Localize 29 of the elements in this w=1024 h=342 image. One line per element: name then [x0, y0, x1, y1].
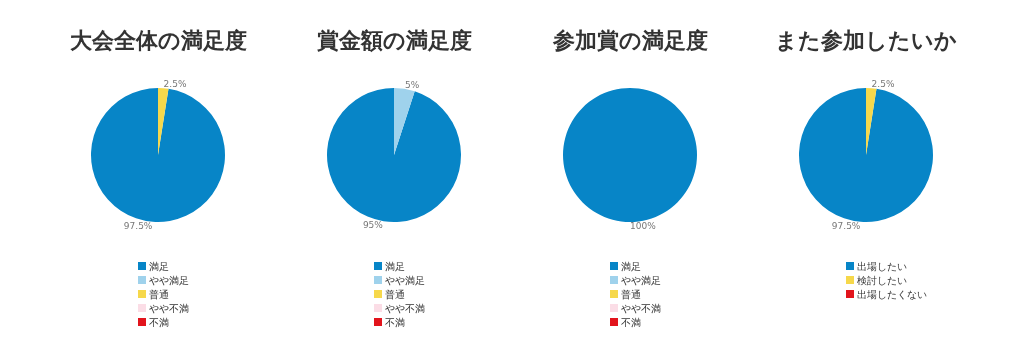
legend-label: やや満足 [621, 274, 661, 286]
data-label: 2.5% [163, 79, 187, 90]
legend-label: やや不満 [385, 302, 425, 314]
chart-title: また参加したいか [775, 27, 957, 53]
data-label: 97.5% [123, 220, 153, 231]
data-label: 97.5% [831, 220, 861, 231]
chart-title: 大会全体の満足度 [69, 27, 247, 53]
chart-title: 賞金額の満足度 [316, 27, 472, 53]
legend-label: 不満 [621, 316, 641, 328]
legend-label: 不満 [149, 316, 169, 328]
legend-label: 検討したい [857, 274, 907, 286]
data-label: 5% [405, 79, 420, 90]
legend-label: 満足 [385, 260, 405, 272]
data-label: 100% [630, 221, 657, 231]
legend-label: 普通 [621, 288, 641, 300]
data-label: 2.5% [871, 79, 895, 90]
legend-label: やや不満 [149, 302, 189, 314]
legend-label: 不満 [385, 316, 405, 328]
legend-label: 普通 [149, 288, 169, 300]
legend-label: 出場したい [857, 260, 907, 272]
legend-label: 普通 [385, 288, 405, 300]
legend-label: やや満足 [385, 274, 425, 286]
legend-label: やや満足 [149, 274, 189, 286]
legend-label: 出場したくない [857, 288, 927, 300]
legend-label: やや不満 [621, 302, 661, 314]
data-label: 95% [362, 220, 384, 231]
legend-label: 満足 [621, 260, 641, 272]
chart-title: 参加賞の満足度 [551, 27, 708, 53]
legend-label: 満足 [149, 260, 169, 272]
